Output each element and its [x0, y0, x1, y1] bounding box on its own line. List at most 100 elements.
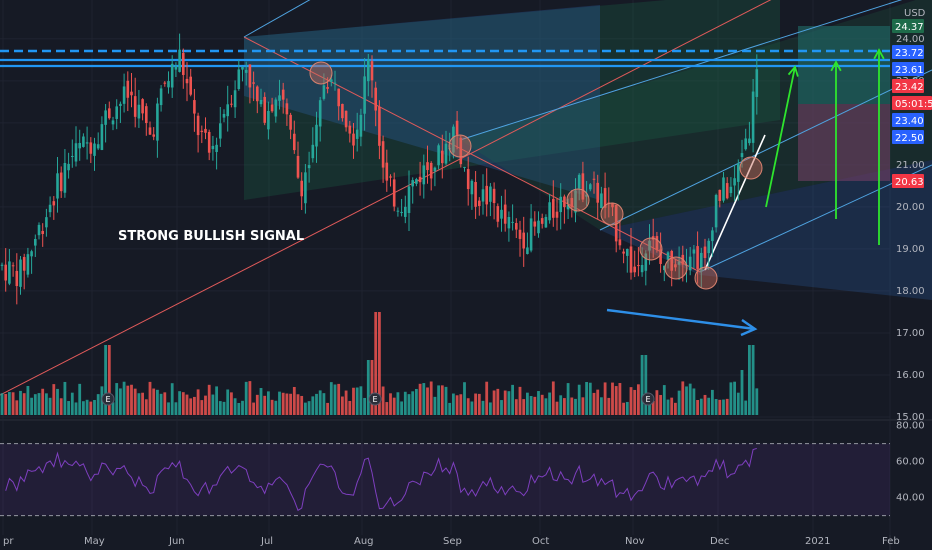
candle-body: [100, 124, 104, 150]
candle-body: [503, 204, 507, 224]
price-badge-label: 23.72: [895, 48, 924, 59]
volume-bar: [403, 391, 407, 415]
touch-point-circle: [664, 256, 688, 280]
volume-bar: [659, 394, 662, 415]
candle-body: [637, 265, 640, 267]
candle-body: [244, 69, 248, 73]
volume-bar: [426, 387, 429, 415]
volume-bar: [337, 383, 341, 415]
volume-bar: [111, 402, 115, 415]
candle-body: [296, 155, 300, 178]
volume-bar: [241, 400, 244, 415]
green-target-arrow: [765, 66, 796, 208]
volume-bar: [278, 391, 281, 415]
volume-bar: [452, 393, 455, 415]
volume-bar: [674, 402, 677, 415]
volume-bar: [152, 388, 156, 415]
candle-body: [170, 63, 174, 88]
candle-body: [230, 103, 233, 105]
price-badge-label: 23.61: [895, 65, 924, 76]
rsi-tick-label: 80.00: [896, 421, 925, 432]
candle-body: [156, 103, 159, 141]
volume-bar: [115, 383, 119, 415]
volume-bar: [477, 393, 481, 415]
volume-bar: [644, 355, 648, 415]
candle-body: [237, 69, 241, 89]
volume-bar: [255, 394, 259, 415]
green-arrow-head: [873, 48, 885, 60]
candle-body: [478, 200, 481, 207]
volume-bar: [526, 392, 529, 415]
candle-body: [174, 66, 178, 70]
volume-bar: [133, 388, 137, 415]
volume-bar: [204, 395, 207, 415]
volume-bar: [19, 390, 22, 415]
candle-body: [392, 179, 396, 207]
volume-bar: [733, 381, 736, 415]
touch-point-circles: [309, 61, 763, 290]
volume-bar: [344, 390, 348, 415]
volume-bar: [640, 355, 644, 415]
volume-bar: [722, 399, 725, 415]
candle-body: [574, 190, 577, 213]
volume-bar: [67, 401, 70, 415]
candle-body: [278, 95, 281, 101]
touch-point-circle: [694, 266, 718, 290]
volume-bar: [74, 402, 78, 415]
volume-bar: [570, 397, 574, 415]
volume-bar: [559, 395, 563, 415]
candle-body: [78, 142, 81, 149]
volume-bar: [170, 383, 174, 415]
volume-bar: [440, 385, 444, 415]
volume-bar: [662, 385, 666, 415]
candle-body: [577, 174, 581, 189]
candle-body: [563, 196, 566, 208]
candle-body: [429, 162, 433, 179]
volume-bar: [378, 312, 381, 415]
candle-body: [755, 69, 759, 97]
volume-bar: [407, 394, 411, 415]
candle-body: [485, 185, 488, 205]
candle-body: [96, 144, 100, 149]
volume-bar: [366, 360, 370, 415]
candle-body: [337, 88, 340, 107]
candle-body: [285, 103, 289, 115]
candle-body: [552, 198, 555, 218]
candle-body: [614, 204, 618, 242]
volume-bar: [611, 382, 614, 415]
volume-bar: [363, 397, 366, 415]
price-tick-label: 24.00: [896, 34, 925, 45]
volume-bar: [711, 389, 714, 415]
candle-body: [496, 206, 500, 222]
candle-body: [418, 176, 422, 183]
volume-bar: [207, 384, 211, 415]
volume-bar: [26, 385, 30, 415]
candle-body: [522, 232, 525, 249]
candle-body: [74, 143, 78, 162]
volume-bar: [492, 390, 496, 415]
price-tick-label: 21.00: [896, 160, 925, 171]
candle-body: [89, 142, 93, 154]
volume-bar: [744, 400, 748, 415]
price-tick-label: 19.00: [896, 244, 925, 255]
candle-body: [626, 248, 629, 256]
price-badge: [892, 79, 924, 93]
time-tick-label: May: [84, 536, 105, 547]
earnings-marker: [368, 392, 382, 406]
candle-body: [544, 216, 548, 228]
candle-body: [355, 129, 359, 139]
candle-body: [459, 137, 463, 165]
candle-body: [182, 52, 185, 75]
candle-body: [600, 193, 603, 208]
candle-body: [111, 120, 115, 125]
candle-body: [559, 196, 562, 213]
candle-body: [207, 131, 211, 153]
candle-body: [489, 186, 492, 202]
price-badge-label: 20.63: [895, 177, 924, 188]
rsi-line: [5, 447, 757, 512]
volume-bar: [433, 396, 437, 415]
candle-body: [348, 125, 352, 134]
candle-body: [37, 224, 41, 236]
